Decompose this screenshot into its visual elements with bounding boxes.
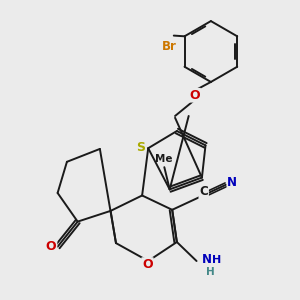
Text: H: H [212, 255, 221, 265]
Text: O: O [46, 240, 56, 253]
Text: Me: Me [155, 154, 172, 164]
Text: C: C [199, 185, 208, 198]
Text: N: N [227, 176, 237, 189]
Text: S: S [136, 141, 145, 154]
Text: O: O [142, 258, 153, 271]
Text: Br: Br [162, 40, 177, 53]
Text: H: H [206, 267, 214, 277]
Text: N: N [202, 253, 212, 266]
Text: O: O [189, 89, 200, 102]
